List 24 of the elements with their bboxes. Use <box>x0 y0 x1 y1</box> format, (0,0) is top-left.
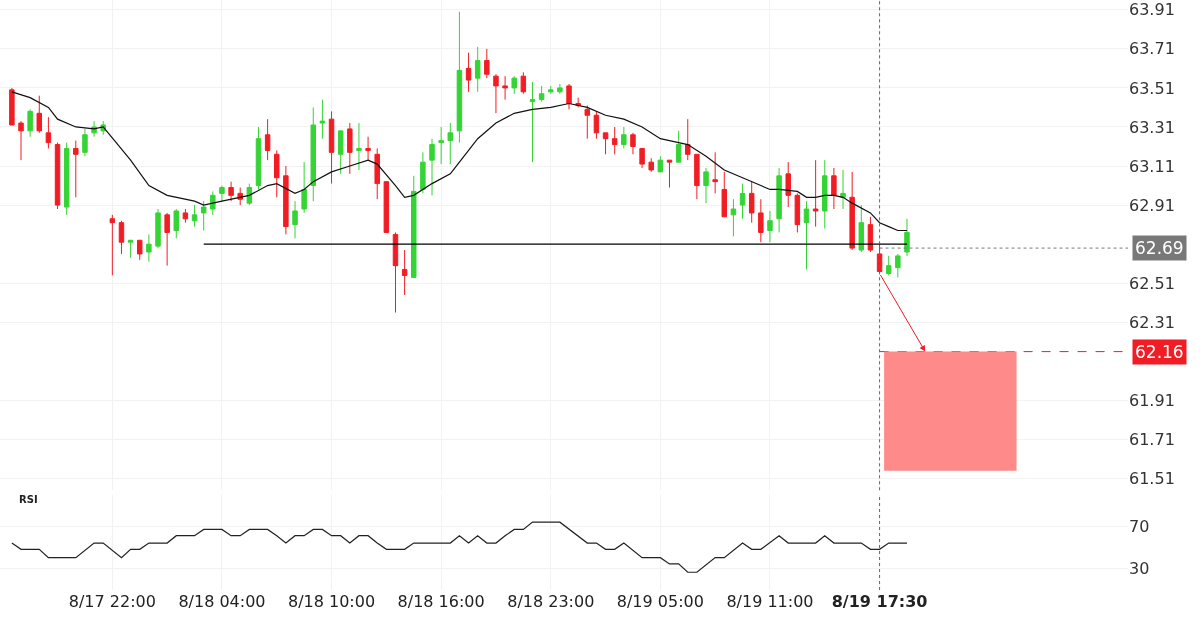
x-tick-label: 8/18 23:00 <box>507 592 595 611</box>
y-tick-label: 63.71 <box>1129 39 1175 59</box>
x-tick-label: 8/19 17:30 <box>831 592 928 611</box>
chart-title: RSI <box>19 494 38 505</box>
y-tick-label: 62.31 <box>1129 312 1175 332</box>
y-tick-label: 62.91 <box>1129 195 1175 215</box>
x-tick-label: 8/17 22:00 <box>68 592 156 611</box>
y-tick-label: 61.71 <box>1129 430 1175 450</box>
y-tick-label: 61.51 <box>1129 469 1175 489</box>
y-tick-label: 61.91 <box>1129 391 1175 411</box>
y-tick-label: 63.31 <box>1129 117 1175 137</box>
y-tick-label: 63.51 <box>1129 78 1175 98</box>
y-tick-label: 63.91 <box>1129 0 1175 20</box>
x-tick-label: 8/19 05:00 <box>616 592 704 611</box>
ref-line-label: 62.16 <box>1135 342 1184 362</box>
x-tick-label: 8/18 16:00 <box>397 592 485 611</box>
x-tick-label: 8/18 10:00 <box>287 592 376 611</box>
ref-line-label: 62.69 <box>1135 238 1184 258</box>
y-tick-label: 62.51 <box>1129 273 1175 293</box>
x-tick-label: 8/19 11:00 <box>726 592 814 611</box>
y-tick-label: 63.11 <box>1129 156 1175 176</box>
x-tick-label: 8/18 04:00 <box>178 592 266 611</box>
y-tick-label: 70 <box>1129 516 1150 536</box>
y-tick-label: 30 <box>1129 558 1150 578</box>
